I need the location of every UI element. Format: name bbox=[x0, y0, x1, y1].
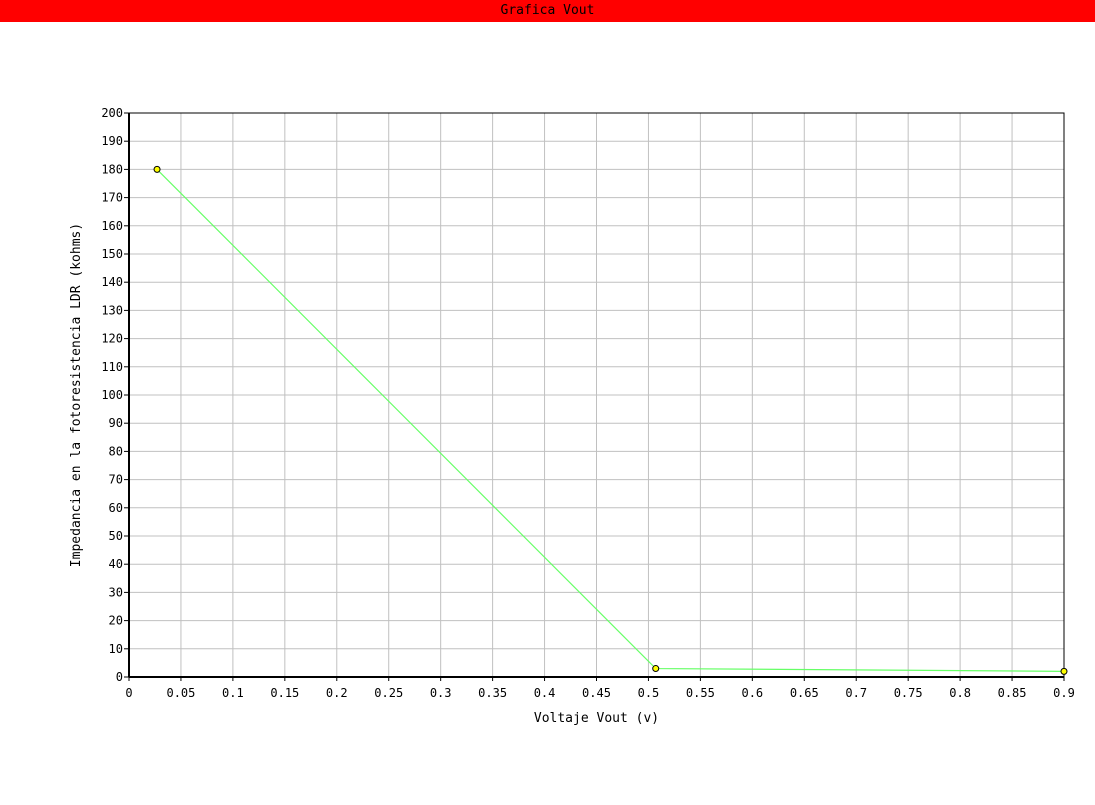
y-tick-label: 0 bbox=[116, 670, 123, 684]
x-tick-label: 0.25 bbox=[374, 686, 403, 700]
grid-lines bbox=[128, 112, 1065, 678]
series-line bbox=[156, 168, 1065, 672]
chart-title: Grafica Vout bbox=[500, 3, 595, 18]
y-tick-label: 70 bbox=[109, 473, 123, 487]
y-tick-label: 40 bbox=[109, 557, 123, 571]
y-tick-label: 140 bbox=[101, 275, 123, 289]
y-tick-label: 130 bbox=[101, 303, 123, 317]
data-point bbox=[1060, 667, 1068, 675]
y-tick-label: 190 bbox=[101, 134, 123, 148]
x-tick-label: 0.55 bbox=[686, 686, 715, 700]
y-tick-label: 60 bbox=[109, 501, 123, 515]
data-point bbox=[153, 165, 161, 173]
y-tick-label: 30 bbox=[109, 585, 123, 599]
x-tick-label: 0.85 bbox=[998, 686, 1027, 700]
y-tick-label: 100 bbox=[101, 388, 123, 402]
y-tick-label: 180 bbox=[101, 162, 123, 176]
x-tick-label: 0.2 bbox=[326, 686, 348, 700]
y-tick-label: 110 bbox=[101, 360, 123, 374]
x-tick-label: 0.8 bbox=[949, 686, 971, 700]
x-tick-label: 0.35 bbox=[478, 686, 507, 700]
x-tick-label: 0.6 bbox=[741, 686, 763, 700]
x-tick-label: 0.75 bbox=[894, 686, 923, 700]
x-tick-label: 0.05 bbox=[166, 686, 195, 700]
x-tick-label: 0 bbox=[125, 686, 132, 700]
x-tick-label: 0.5 bbox=[638, 686, 660, 700]
y-tick-label: 150 bbox=[101, 247, 123, 261]
y-tick-label: 120 bbox=[101, 332, 123, 346]
y-axis-title: Impedancia en la fotoresistencia LDR (ko… bbox=[69, 223, 84, 567]
y-tick-label: 200 bbox=[101, 106, 123, 120]
y-tick-label: 50 bbox=[109, 529, 123, 543]
y-tick-label: 160 bbox=[101, 219, 123, 233]
data-point bbox=[652, 665, 660, 673]
x-axis-title: Voltaje Vout (v) bbox=[534, 711, 659, 726]
x-tick-label: 0.9 bbox=[1053, 686, 1075, 700]
x-tick-label: 0.4 bbox=[534, 686, 556, 700]
x-tick-label: 0.45 bbox=[582, 686, 611, 700]
tick-labels: 0 0.05 0.1 0.15 0.2 0.25 0.3 0.35 0.4 0.45 0.5 0.55… bbox=[101, 106, 1075, 700]
series bbox=[153, 165, 1068, 675]
x-tick-label: 0.65 bbox=[790, 686, 819, 700]
axes bbox=[124, 112, 1065, 681]
chart-title-bar: Grafica Vout bbox=[0, 0, 1095, 22]
x-tick-label: 0.1 bbox=[222, 686, 244, 700]
y-tick-label: 90 bbox=[109, 416, 123, 430]
y-tick-label: 170 bbox=[101, 191, 123, 205]
x-tick-label: 0.3 bbox=[430, 686, 452, 700]
y-tick-label: 10 bbox=[109, 642, 123, 656]
y-tick-label: 20 bbox=[109, 614, 123, 628]
x-tick-label: 0.15 bbox=[270, 686, 299, 700]
y-tick-label: 80 bbox=[109, 444, 123, 458]
x-tick-label: 0.7 bbox=[845, 686, 867, 700]
